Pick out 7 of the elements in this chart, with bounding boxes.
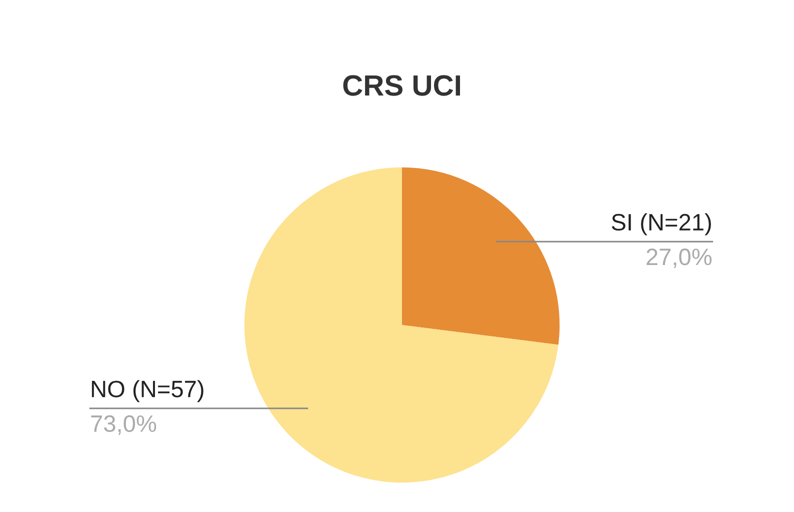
slice-label: SI (N=21) bbox=[612, 213, 711, 236]
pie-slice bbox=[402, 167, 560, 345]
pie-slice bbox=[244, 167, 558, 483]
data-label: 27,0% bbox=[646, 248, 712, 268]
chart-title: CRS UCI bbox=[343, 75, 460, 96]
data-label: 73,0% bbox=[91, 415, 156, 435]
slice-label: NO (N=57) bbox=[92, 380, 204, 402]
